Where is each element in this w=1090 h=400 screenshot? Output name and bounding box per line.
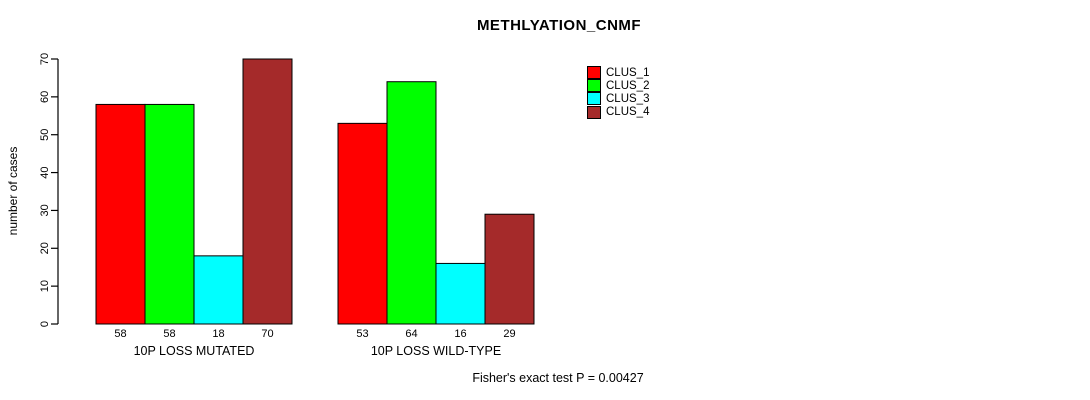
bar-value-label: 53 [356,328,368,340]
legend-label: CLUS_3 [606,92,650,105]
bar-clus_2-group2 [386,81,437,325]
bar-clus_2-group1 [144,103,195,325]
chart-title: METHLYATION_CNMF [476,17,642,34]
bar-value-label: 58 [163,328,175,340]
y-tick-label: 30 [39,204,51,216]
y-tick-label: 60 [39,91,51,103]
legend-swatch-clus_1 [587,66,601,80]
y-tick-label: 20 [39,242,51,254]
bar-clus_1-group2 [337,122,388,325]
legend-label: CLUS_1 [606,66,650,79]
bar-clus_3-group1 [193,255,244,325]
bar-value-label: 70 [261,328,273,340]
bar-value-label: 18 [212,328,224,340]
bar-value-label: 58 [114,328,126,340]
bar-value-label: 64 [405,328,417,340]
legend-swatch-clus_3 [587,92,601,106]
legend-swatch-clus_2 [587,79,601,93]
bar-value-label: 29 [503,328,515,340]
legend-item-clus_4: CLUS_4 [587,105,650,119]
chart-legend: CLUS_1 CLUS_2 CLUS_3 CLUS_4 [587,66,649,119]
y-tick-label: 40 [39,166,51,178]
legend-item-clus_2: CLUS_2 [587,79,650,93]
y-tick-label: 50 [39,129,51,141]
bar-clus_4-group2 [484,213,535,325]
group-label-1: 10P LOSS MUTATED [134,344,255,358]
y-tick-label: 70 [39,53,51,65]
legend-item-clus_3: CLUS_3 [587,92,650,106]
y-tick-label: 0 [39,321,51,327]
bar-clus_4-group1 [242,58,293,325]
y-tick-label: 10 [39,280,51,292]
bar-value-label: 16 [454,328,466,340]
group-label-2: 10P LOSS WILD-TYPE [371,344,501,358]
fisher-test-annotation: Fisher's exact test P = 0.00427 [472,371,644,385]
bar-clus_3-group2 [435,262,486,325]
legend-label: CLUS_4 [606,106,650,119]
y-axis-title: number of cases [6,147,20,236]
legend-item-clus_1: CLUS_1 [587,66,650,80]
legend-swatch-clus_4 [587,105,601,119]
bar-clus_1-group1 [95,103,146,325]
legend-label: CLUS_2 [606,79,650,92]
